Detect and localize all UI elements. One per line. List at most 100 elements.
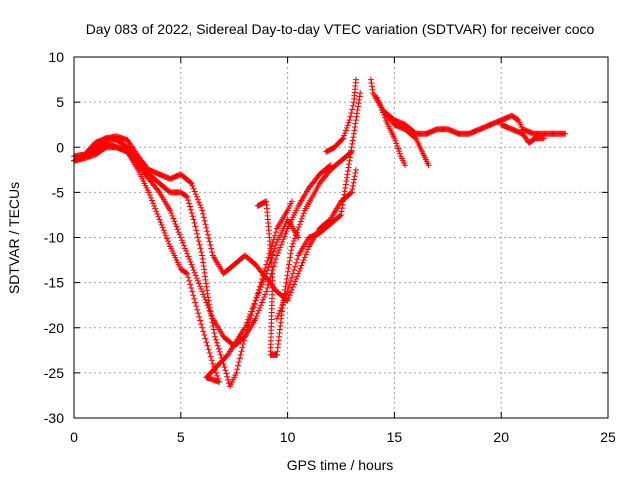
data-point-marker — [264, 267, 271, 274]
data-point-marker — [186, 200, 193, 207]
y-tick-label: 10 — [48, 49, 64, 65]
data-point-marker — [198, 285, 205, 292]
data-point-marker — [395, 145, 402, 152]
data-point-marker — [346, 117, 353, 124]
data-point-marker — [287, 254, 294, 261]
data-point-marker — [236, 355, 243, 362]
data-point-marker — [152, 205, 159, 212]
data-point-marker — [247, 311, 254, 318]
data-point-marker — [193, 303, 200, 310]
data-point-marker — [238, 348, 245, 355]
data-point-marker — [261, 294, 268, 301]
data-point-marker — [263, 288, 270, 295]
series-arc-4 — [71, 144, 302, 385]
data-point-marker — [289, 240, 296, 247]
data-point-marker — [292, 263, 299, 270]
data-point-marker — [288, 243, 295, 250]
data-point-marker — [200, 214, 207, 221]
data-point-marker — [282, 294, 289, 301]
data-point-marker — [188, 180, 195, 187]
data-point-marker — [246, 313, 253, 320]
data-point-marker — [208, 357, 215, 364]
data-point-marker — [349, 182, 356, 189]
data-point-marker — [296, 267, 303, 274]
data-point-marker — [339, 201, 346, 208]
data-point-marker — [174, 226, 181, 233]
data-point-marker — [261, 276, 268, 283]
data-point-marker — [286, 257, 293, 264]
data-point-marker — [194, 306, 201, 313]
data-point-marker — [301, 254, 308, 261]
data-point-marker — [343, 174, 350, 181]
data-point-marker — [351, 173, 358, 180]
data-point-marker — [284, 268, 291, 275]
data-point-marker — [188, 210, 195, 217]
data-point-marker — [244, 319, 251, 326]
x-tick-label: 25 — [600, 429, 616, 445]
data-point-marker — [200, 291, 207, 298]
data-point-marker — [258, 299, 265, 306]
data-point-marker — [294, 226, 301, 233]
data-point-marker — [192, 191, 199, 198]
data-point-marker — [222, 367, 229, 374]
data-point-marker — [336, 212, 343, 219]
data-point-marker — [148, 197, 155, 204]
data-points — [71, 76, 569, 390]
data-point-marker — [277, 244, 284, 251]
data-point-marker — [260, 278, 267, 285]
data-point-marker — [189, 288, 196, 295]
data-point-marker — [340, 195, 347, 202]
data-point-marker — [169, 212, 176, 219]
data-point-marker — [205, 304, 212, 311]
data-point-marker — [338, 208, 345, 215]
x-tick-label: 20 — [493, 429, 509, 445]
data-point-marker — [355, 103, 362, 110]
data-point-marker — [183, 269, 190, 276]
data-point-marker — [285, 285, 292, 292]
data-point-marker — [285, 294, 292, 301]
y-axis-label: SDTVAR / TECUs — [6, 182, 22, 294]
data-point-marker — [214, 372, 221, 379]
data-point-marker — [342, 184, 349, 191]
data-point-marker — [160, 227, 167, 234]
data-point-marker — [292, 278, 299, 285]
data-point-marker — [158, 221, 165, 228]
data-point-marker — [182, 245, 189, 252]
data-point-marker — [256, 304, 263, 311]
data-point-marker — [540, 135, 547, 142]
series-arc-6 — [273, 90, 364, 322]
data-point-marker — [207, 353, 214, 360]
data-point-marker — [339, 136, 346, 143]
data-point-marker — [273, 315, 280, 322]
data-point-marker — [190, 292, 197, 299]
data-point-marker — [203, 339, 210, 346]
data-point-marker — [295, 270, 302, 277]
data-point-marker — [242, 322, 249, 329]
data-point-marker — [178, 237, 185, 244]
data-point-marker — [154, 211, 161, 218]
data-point-marker — [190, 266, 197, 273]
grid-lines — [74, 57, 608, 418]
data-point-marker — [235, 362, 242, 369]
data-point-marker — [192, 299, 199, 306]
data-point-marker — [287, 289, 294, 296]
x-tick-label: 0 — [70, 429, 78, 445]
data-point-marker — [171, 218, 178, 225]
data-point-marker — [285, 265, 292, 272]
data-point-marker — [203, 299, 210, 306]
data-point-marker — [348, 147, 355, 154]
data-point-marker — [208, 313, 215, 320]
data-point-marker — [262, 198, 269, 205]
data-point-marker — [202, 221, 209, 228]
data-point-marker — [189, 213, 196, 220]
data-point-marker — [286, 261, 293, 268]
data-point-marker — [200, 328, 207, 335]
data-point-marker — [213, 369, 220, 376]
data-point-marker — [198, 204, 205, 211]
series-arc-11 — [498, 121, 547, 146]
data-point-marker — [291, 235, 298, 242]
x-tick-label: 10 — [280, 429, 296, 445]
data-point-marker — [274, 249, 281, 256]
data-point-marker — [199, 210, 206, 217]
